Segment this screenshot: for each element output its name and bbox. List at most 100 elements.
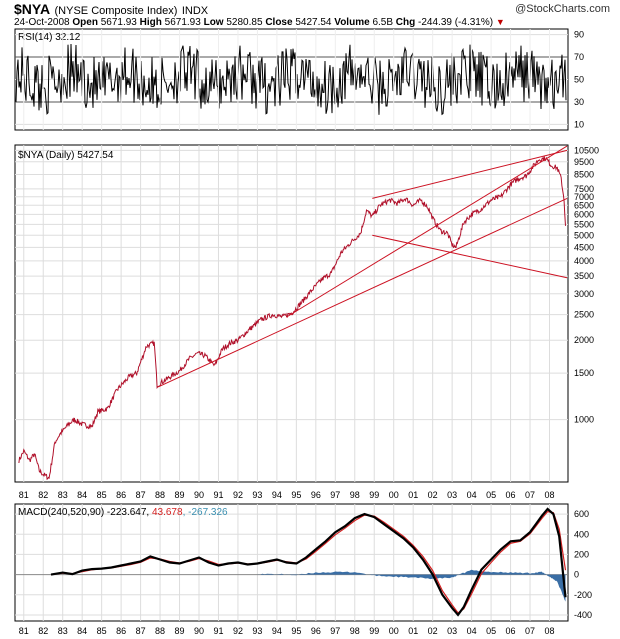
year-tick-label: 88 — [155, 490, 165, 500]
year-tick-label-bottom: 06 — [506, 626, 516, 636]
price-tick-label: 1500 — [574, 368, 594, 378]
symbol: $NYA — [14, 1, 51, 17]
year-tick-label: 00 — [389, 490, 399, 500]
index-type: INDX — [181, 5, 209, 17]
rsi-tick-label: 50 — [574, 75, 584, 85]
price-legend: $NYA (Daily) 5427.54 — [18, 150, 114, 161]
year-tick-label: 85 — [97, 490, 107, 500]
year-tick-label: 06 — [506, 490, 516, 500]
trendline — [286, 145, 568, 318]
rsi-tick-label: 70 — [574, 52, 584, 62]
year-tick-label-bottom: 91 — [213, 626, 223, 636]
price-tick-label: 5000 — [574, 230, 594, 240]
year-tick-label-bottom: 94 — [272, 626, 282, 636]
year-tick-label-bottom: 84 — [77, 626, 87, 636]
price-tick-label: 5500 — [574, 219, 594, 229]
macd-tick-label: -400 — [574, 610, 592, 620]
quote-date: 24-Oct-2008 — [14, 17, 70, 28]
year-tick-label: 97 — [330, 490, 340, 500]
macd-legend-signal: 43.678 — [152, 507, 183, 518]
macd-line — [50, 507, 567, 617]
chart-title: $NYA (NYSE Composite Index) INDX — [14, 1, 208, 19]
year-tick-label: 86 — [116, 490, 126, 500]
year-tick-label-bottom: 81 — [19, 626, 29, 636]
year-tick-label-bottom: 85 — [97, 626, 107, 636]
open-label: Open — [72, 17, 98, 28]
year-tick-label: 07 — [525, 490, 535, 500]
year-tick-label-bottom: 02 — [428, 626, 438, 636]
low-value: 5280.85 — [226, 17, 263, 28]
year-tick-label-bottom: 05 — [486, 626, 496, 636]
macd-tick-label: 0 — [574, 570, 579, 580]
year-tick-label-bottom: 89 — [175, 626, 185, 636]
year-tick-label: 81 — [19, 490, 29, 500]
price-tick-label: 8500 — [574, 170, 594, 180]
year-tick-label: 02 — [428, 490, 438, 500]
down-arrow-icon: ▼ — [495, 17, 505, 27]
macd-histogram — [257, 569, 566, 602]
chg-label: Chg — [395, 17, 416, 28]
year-tick-label-bottom: 97 — [330, 626, 340, 636]
price-tick-label: 9500 — [574, 157, 594, 167]
year-tick-label-bottom: 96 — [311, 626, 321, 636]
price-tick-label: 3500 — [574, 271, 594, 281]
price-tick-label: 2500 — [574, 310, 594, 320]
price-tick-label: 4000 — [574, 256, 594, 266]
year-tick-label: 82 — [38, 490, 48, 500]
year-tick-label-bottom: 04 — [467, 626, 477, 636]
price-tick-label: 10500 — [574, 145, 599, 155]
year-tick-label-bottom: 99 — [369, 626, 379, 636]
quote-bar: 24-Oct-2008 Open 5671.93 High 5671.93 Lo… — [14, 17, 505, 28]
year-tick-label: 91 — [213, 490, 223, 500]
price-tick-label: 2000 — [574, 335, 594, 345]
close-value: 5427.54 — [295, 17, 332, 28]
year-tick-label: 84 — [77, 490, 87, 500]
year-tick-label: 98 — [350, 490, 360, 500]
price-tick-label: 6500 — [574, 200, 594, 210]
price-tick-label: 1000 — [574, 415, 594, 425]
rsi-tick-label: 90 — [574, 30, 584, 40]
high-label: High — [139, 17, 162, 28]
year-tick-label-bottom: 07 — [525, 626, 535, 636]
year-tick-label-bottom: 01 — [408, 626, 418, 636]
year-tick-label-bottom: 00 — [389, 626, 399, 636]
macd-tick-label: -200 — [574, 590, 592, 600]
year-tick-label-bottom: 92 — [233, 626, 243, 636]
year-tick-label-bottom: 88 — [155, 626, 165, 636]
rsi-tick-label: 30 — [574, 97, 584, 107]
macd-legend-histogram: , -267.326 — [183, 507, 228, 518]
year-tick-label: 03 — [447, 490, 457, 500]
volume-value: 6.5B — [372, 17, 394, 28]
year-tick-label-bottom: 08 — [544, 626, 554, 636]
trendline — [157, 197, 568, 388]
year-tick-label: 93 — [252, 490, 262, 500]
chg-value: -244.39 (-4.31%) — [418, 17, 494, 28]
index-name: (NYSE Composite Index) — [54, 5, 178, 17]
low-label: Low — [203, 17, 224, 28]
macd-tick-label: 600 — [574, 509, 589, 519]
rsi-tick-label: 10 — [574, 119, 584, 129]
rsi-line — [15, 43, 567, 116]
open-value: 5671.93 — [100, 17, 137, 28]
year-tick-label: 87 — [136, 490, 146, 500]
year-tick-label-bottom: 90 — [194, 626, 204, 636]
year-tick-label: 99 — [369, 490, 379, 500]
price-tick-label: 7500 — [574, 184, 594, 194]
volume-label: Volume — [334, 17, 370, 28]
macd-tick-label: 400 — [574, 529, 589, 539]
trendline — [372, 234, 568, 279]
year-tick-label: 05 — [486, 490, 496, 500]
source-credit: @StockCharts.com — [515, 3, 610, 15]
price-line — [18, 156, 566, 481]
macd-legend: MACD(240,520,90) -223.647, 43.678, -267.… — [18, 507, 228, 518]
price-tick-label: 6000 — [574, 209, 594, 219]
rsi-legend: RSI(14) 32.12 — [18, 32, 81, 43]
year-tick-label-bottom: 83 — [58, 626, 68, 636]
price-tick-label: 3000 — [574, 289, 594, 299]
trendline — [372, 149, 568, 199]
year-tick-label: 08 — [544, 490, 554, 500]
high-value: 5671.93 — [164, 17, 201, 28]
year-tick-label: 94 — [272, 490, 282, 500]
year-tick-label: 96 — [311, 490, 321, 500]
